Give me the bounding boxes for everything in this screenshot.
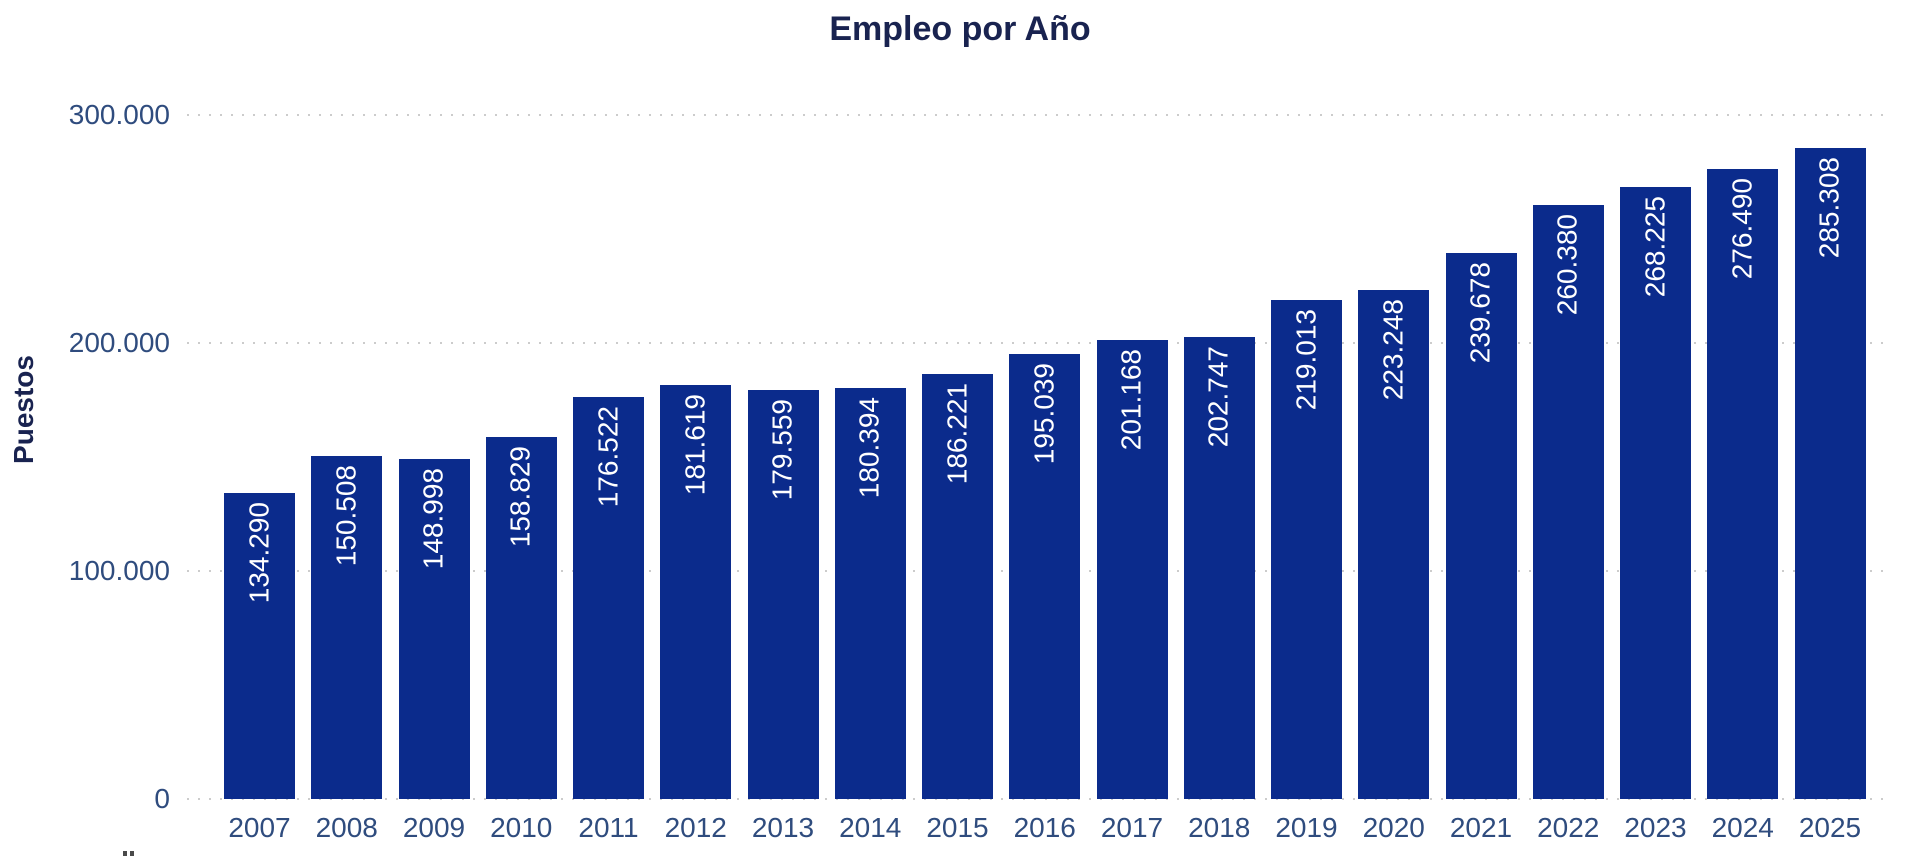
- bar-2021[interactable]: 239.678: [1445, 253, 1517, 799]
- bar-value-label: 276.490: [1726, 178, 1758, 280]
- bar-2016[interactable]: 195.039: [1009, 354, 1081, 799]
- bar-value-label: 268.225: [1639, 196, 1671, 298]
- y-tick-label: 100.000: [68, 555, 170, 586]
- bar-value-label: 176.522: [592, 406, 624, 508]
- x-tick-label: 2023: [1624, 812, 1687, 843]
- bar-2013[interactable]: 179.559: [747, 390, 819, 799]
- x-tick-label: 2009: [402, 812, 466, 843]
- bar-value-label: 150.508: [330, 465, 362, 567]
- bar-2018[interactable]: 202.747: [1183, 337, 1255, 799]
- x-tick-label: 2018: [1188, 812, 1251, 843]
- bar-2012[interactable]: 181.619: [660, 385, 732, 799]
- x-tick-label: 2019: [1275, 812, 1338, 843]
- bar-2024[interactable]: 276.490: [1707, 169, 1779, 799]
- bar-2023[interactable]: 268.225: [1620, 187, 1691, 799]
- x-tick-label: 2011: [578, 812, 639, 843]
- bar-value-label: 260.380: [1551, 214, 1583, 316]
- x-tick-label: 2020: [1362, 812, 1425, 843]
- bar-value-label: 186.221: [941, 383, 973, 485]
- bar-2007[interactable]: 134.290: [224, 493, 295, 799]
- x-tick-label: 2015: [926, 812, 989, 843]
- bar-2020[interactable]: 223.248: [1358, 290, 1430, 799]
- bar-value-label: 158.829: [504, 446, 536, 548]
- bar-value-label: 239.678: [1464, 262, 1496, 364]
- y-axis-title: Puestos: [8, 355, 39, 464]
- y-tick-label: 200.000: [68, 327, 170, 358]
- x-tick-label: 2013: [751, 812, 815, 843]
- x-tick-label: 2016: [1013, 812, 1076, 843]
- bar-2017[interactable]: 201.168: [1096, 340, 1168, 799]
- bar-2025[interactable]: 285.308: [1794, 148, 1866, 799]
- bar-2015[interactable]: 186.221: [922, 374, 993, 799]
- bar-value-label: 285.308: [1813, 157, 1845, 259]
- x-tick-label: 2014: [839, 812, 902, 843]
- bar-value-label: 148.998: [417, 468, 449, 570]
- x-tick-label: 2024: [1711, 812, 1774, 843]
- gridline: [187, 798, 1887, 800]
- x-tick-label: 2017: [1100, 812, 1164, 843]
- bar-2022[interactable]: 260.380: [1532, 205, 1604, 799]
- bar-2008[interactable]: 150.508: [311, 456, 383, 799]
- gridline: [187, 342, 1887, 344]
- bar-2011[interactable]: 176.522: [573, 397, 644, 799]
- gridline: [187, 114, 1887, 116]
- bar-value-label: 201.168: [1115, 349, 1147, 451]
- bar-2019[interactable]: 219.013: [1271, 300, 1342, 799]
- x-tick-label: 2007: [228, 812, 291, 843]
- plot-area: 134.290 150.508 148.998 158.829 176.522 181.6…: [187, 114, 1887, 800]
- x-tick-label: 2008: [315, 812, 378, 843]
- bar-2009[interactable]: 148.998: [398, 459, 470, 799]
- x-tick-label: 2012: [664, 812, 727, 843]
- x-tick-label: 2022: [1537, 812, 1600, 843]
- bar-2014[interactable]: 180.394: [834, 388, 906, 799]
- bar-value-label: 134.290: [243, 502, 275, 604]
- x-tick-label: 2010: [490, 812, 553, 843]
- x-tick-label: 2025: [1798, 812, 1862, 843]
- bar-value-label: 195.039: [1028, 363, 1060, 465]
- chart-title: Empleo por Año: [829, 10, 1091, 48]
- bar-value-label: 219.013: [1290, 309, 1322, 411]
- bar-2010[interactable]: 158.829: [485, 437, 557, 799]
- bar-value-label: 179.559: [766, 399, 798, 501]
- y-tick-label: 300.000: [68, 99, 170, 130]
- y-tick-label: 0: [154, 783, 170, 814]
- bar-value-label: 181.619: [679, 394, 711, 496]
- bar-value-label: 180.394: [853, 397, 885, 499]
- bar-value-label: 223.248: [1377, 299, 1409, 401]
- bar-value-label: 202.747: [1202, 346, 1234, 448]
- x-tick-label: 2021: [1449, 812, 1513, 843]
- clipped-footnote-mark: [123, 851, 127, 856]
